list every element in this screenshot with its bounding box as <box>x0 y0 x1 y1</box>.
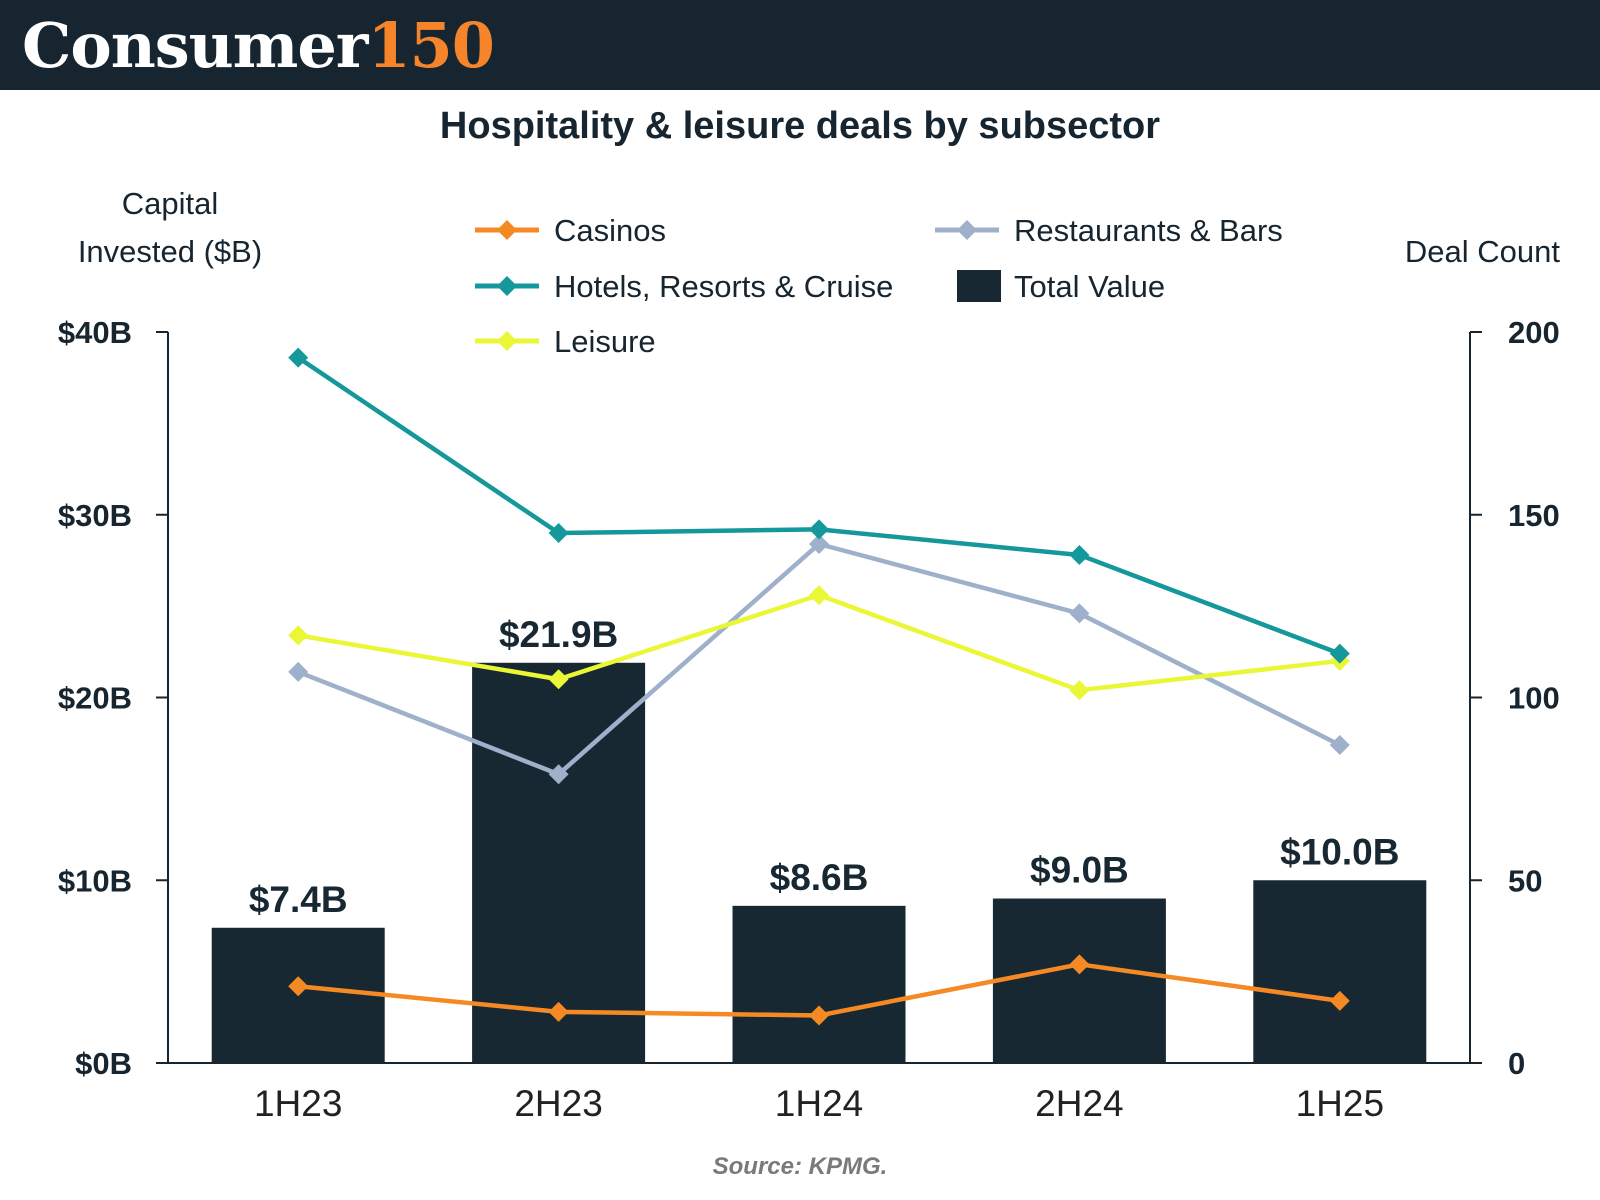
x-tick-label: 2H24 <box>1035 1083 1123 1124</box>
bar <box>732 905 906 1063</box>
left-tick-label: $40B <box>58 315 132 350</box>
bar-value-label: $9.0B <box>1030 850 1129 891</box>
brand-number: 150 <box>367 9 494 82</box>
series-lines <box>288 347 1350 1026</box>
point-hotels <box>548 523 569 544</box>
legend-label: Restaurants & Bars <box>1014 213 1283 248</box>
chart: Hospitality & leisure deals by subsector… <box>58 105 1560 1180</box>
bar-value-label: $7.4B <box>249 879 348 920</box>
left-tick-label: $0B <box>75 1046 132 1081</box>
point-hotels <box>1329 643 1350 664</box>
right-axis-title: Deal Count <box>1405 234 1560 269</box>
point-casinos <box>1069 954 1090 975</box>
point-leisure <box>809 585 829 606</box>
bar-value-label: $10.0B <box>1280 831 1399 872</box>
point-leisure <box>548 669 569 690</box>
bar-value-label: $8.6B <box>770 857 869 898</box>
bars: $7.4B $21.9B $8.6B $9.0B $10.0B <box>211 614 1427 1063</box>
bar <box>1253 880 1427 1063</box>
right-tick-label: 0 <box>1508 1046 1525 1081</box>
legend-item: Casinos <box>475 213 666 248</box>
legend-label: Total Value <box>1014 269 1165 304</box>
legend-swatch-marker <box>497 276 517 296</box>
legend-label: Hotels, Resorts & Cruise <box>554 269 893 304</box>
legend-label: Leisure <box>554 324 656 359</box>
right-tick-label: 50 <box>1508 863 1542 898</box>
chart-title: Hospitality & leisure deals by subsector <box>440 105 1160 147</box>
point-restaurants <box>288 661 309 682</box>
point-casinos <box>1329 990 1350 1011</box>
x-tick-label: 1H24 <box>775 1083 863 1124</box>
legend-swatch-marker <box>957 220 977 240</box>
line-hotels <box>296 355 1341 656</box>
legend-swatch-marker <box>497 220 517 240</box>
legend-item: Restaurants & Bars <box>935 213 1283 248</box>
brand-logo: Consumer150 <box>22 8 495 84</box>
right-tick-label: 100 <box>1508 681 1560 716</box>
legend: Casinos Restaurants & Bars Hotels, Resorts… <box>475 213 1283 359</box>
x-tick-label: 2H23 <box>514 1083 602 1124</box>
point-casinos <box>809 1005 829 1026</box>
left-axis-title-line2: Invested ($B) <box>78 234 262 269</box>
point-casinos <box>288 976 309 997</box>
legend-label: Casinos <box>554 213 666 248</box>
legend-item: Hotels, Resorts & Cruise <box>475 269 893 304</box>
point-restaurants <box>1329 735 1350 756</box>
header-bar: Consumer150 <box>0 0 1600 90</box>
x-tick-label: 1H25 <box>1296 1083 1384 1124</box>
point-hotels <box>1069 544 1090 565</box>
point-leisure <box>288 625 309 646</box>
left-tick-label: $10B <box>58 863 132 898</box>
legend-item: Total Value <box>957 269 1165 304</box>
bar <box>472 662 646 1063</box>
point-casinos <box>548 1001 569 1022</box>
left-axis-title-line1: Capital <box>122 186 219 221</box>
point-restaurants <box>548 764 569 785</box>
x-tick-label: 1H23 <box>254 1083 342 1124</box>
point-hotels <box>288 347 309 368</box>
legend-item: Leisure <box>475 324 656 359</box>
point-restaurants <box>809 533 829 554</box>
line-leisure <box>297 592 1341 693</box>
left-tick-label: $20B <box>58 681 132 716</box>
bar <box>992 898 1166 1063</box>
point-hotels <box>809 519 829 540</box>
point-leisure <box>1069 680 1090 701</box>
legend-swatch-box <box>957 270 1001 302</box>
left-tick-label: $30B <box>58 498 132 533</box>
right-tick-label: 200 <box>1508 315 1560 350</box>
axes: $0B $10B $20B $30B $40B 0 50 100 150 200 1H23 2H23 1… <box>58 315 1560 1124</box>
bar-value-label: $21.9B <box>499 614 618 655</box>
right-tick-label: 150 <box>1508 498 1560 533</box>
brand-name: Consumer <box>22 9 368 82</box>
line-restaurants <box>297 541 1341 777</box>
legend-swatch-marker <box>497 331 517 351</box>
point-restaurants <box>1069 603 1090 624</box>
source-note: Source: KPMG. <box>713 1153 888 1180</box>
